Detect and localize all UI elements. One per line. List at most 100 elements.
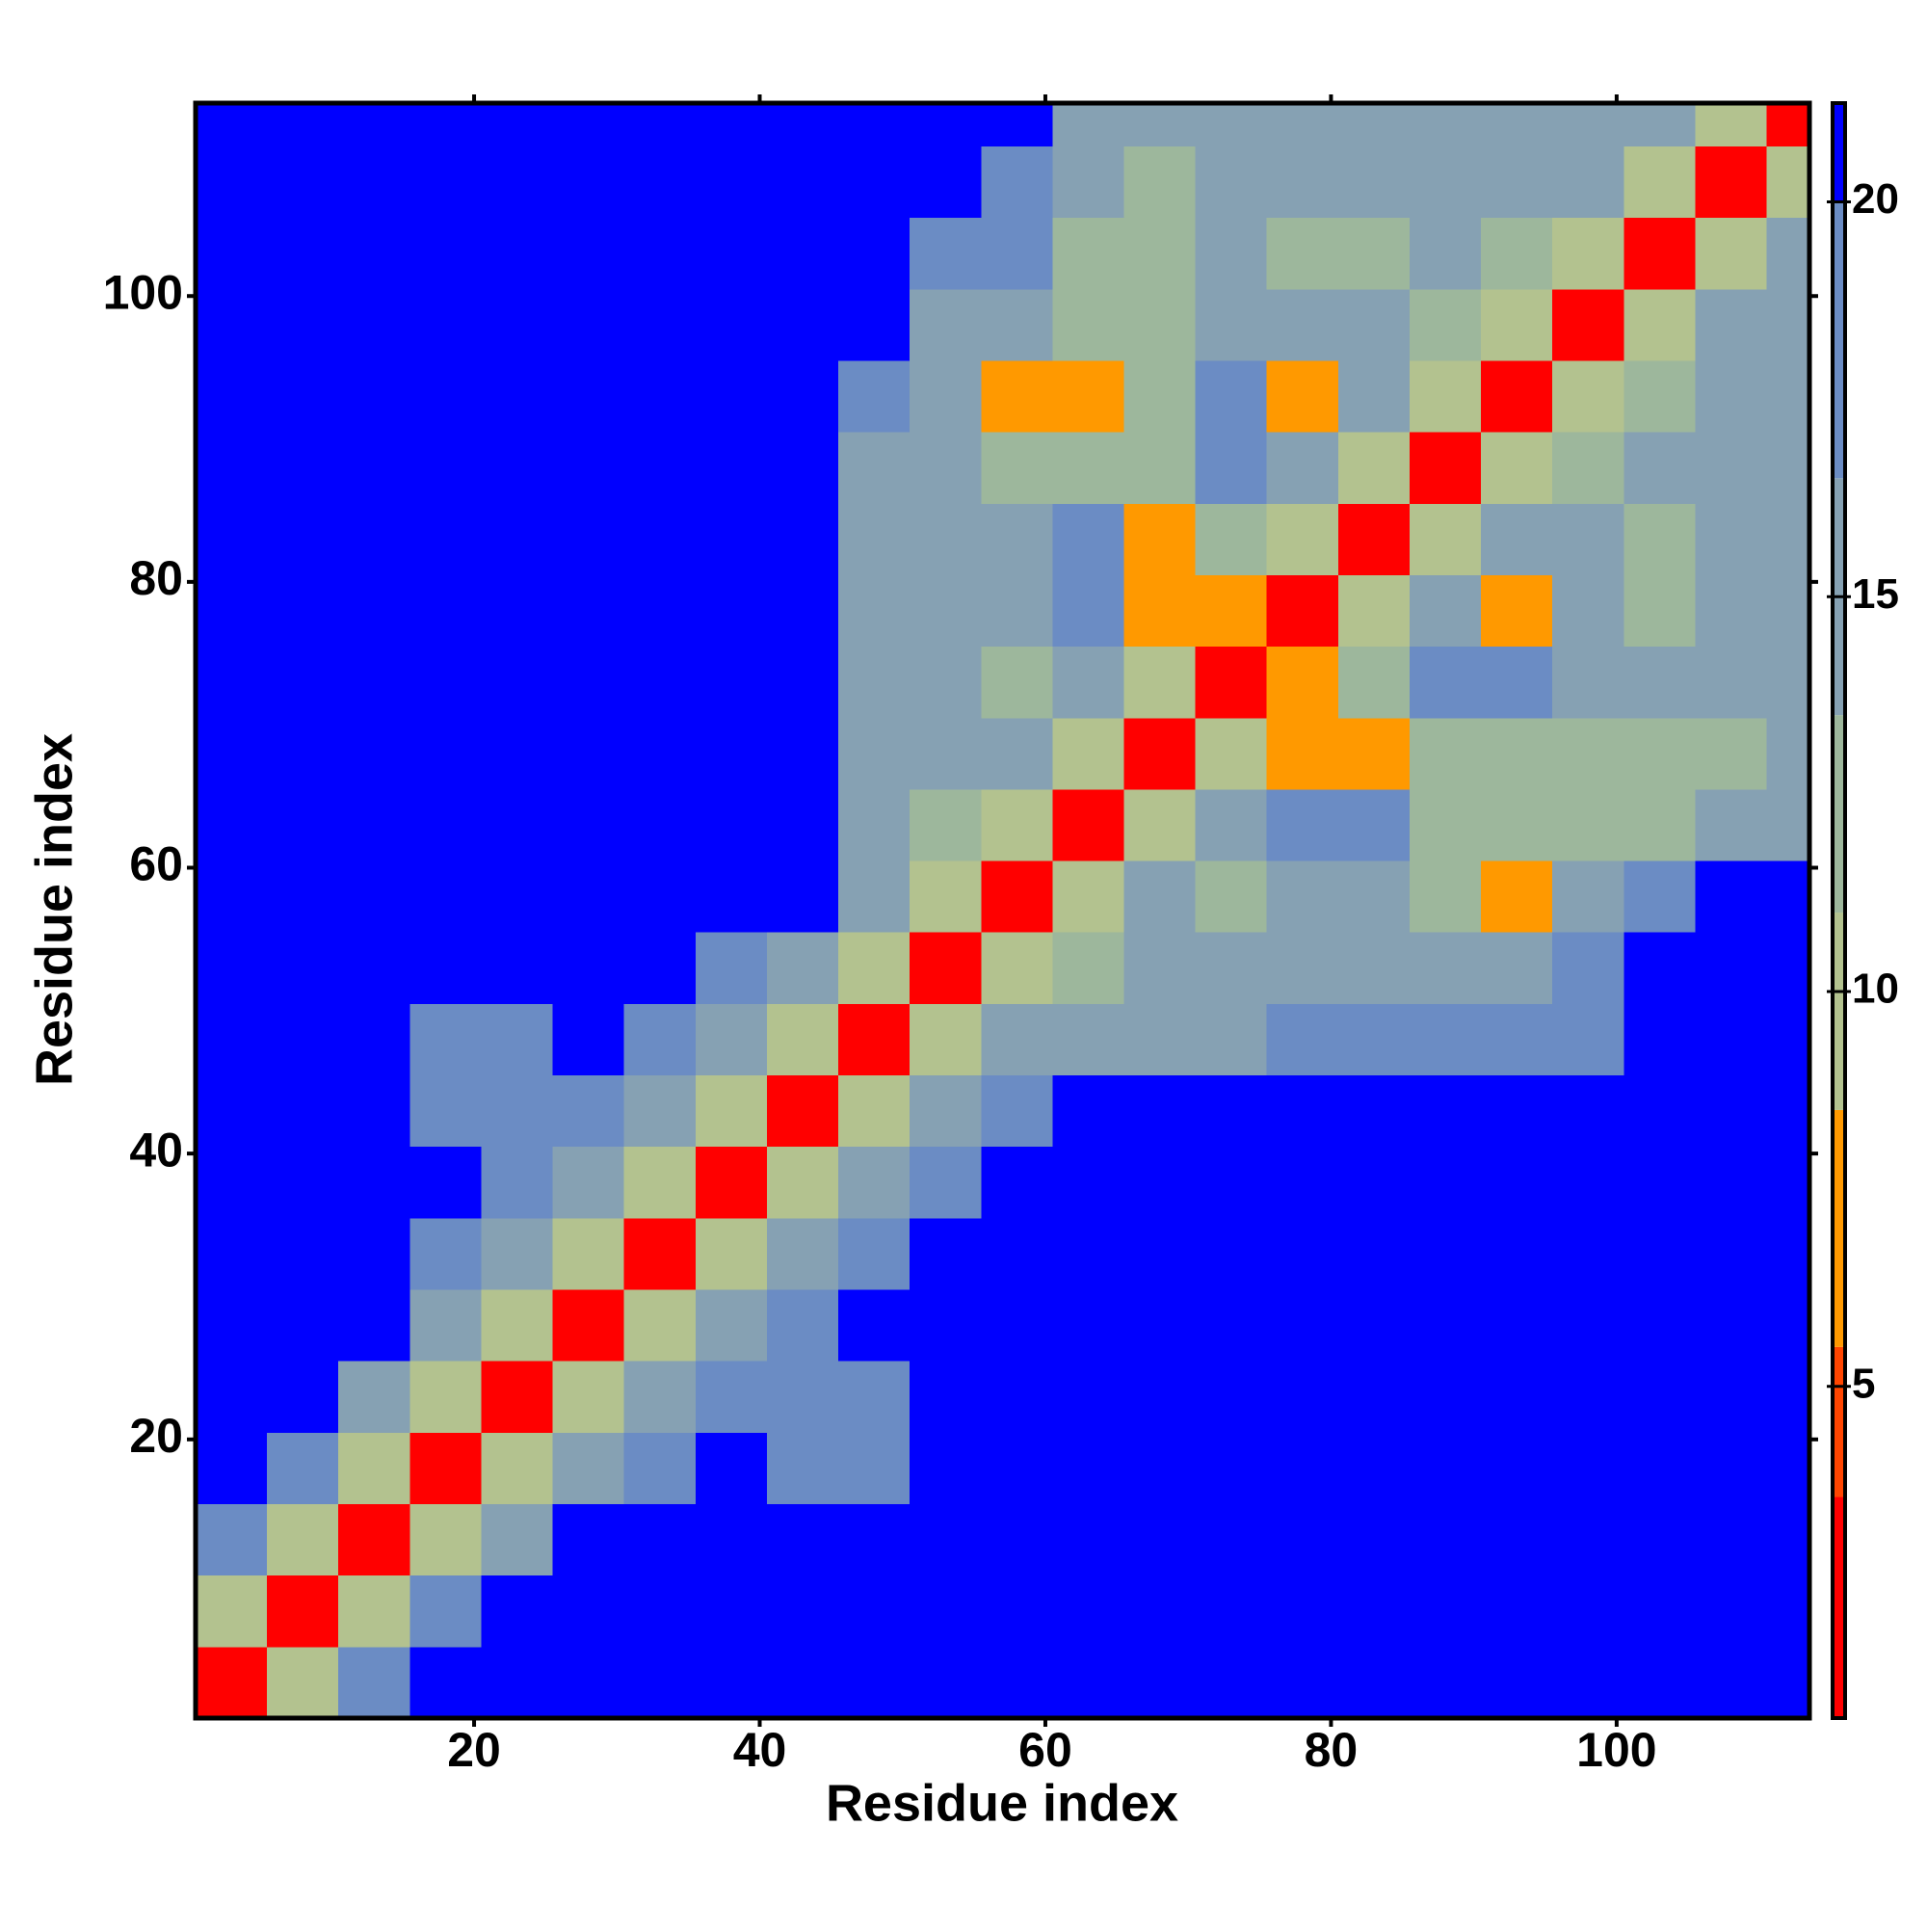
- heatmap-cell: [409, 1289, 482, 1362]
- heatmap-cell: [1123, 1146, 1197, 1219]
- heatmap-cell: [1766, 432, 1810, 504]
- heatmap-cell: [409, 646, 482, 719]
- heatmap-cell: [196, 503, 268, 575]
- heatmap-cell: [1623, 146, 1696, 219]
- heatmap-cell: [1481, 103, 1553, 146]
- heatmap-cell: [1552, 717, 1624, 790]
- heatmap-cell: [1266, 1432, 1339, 1505]
- heatmap-cell: [1623, 359, 1696, 433]
- heatmap-cell: [1623, 217, 1696, 290]
- heatmap-cell: [338, 1503, 410, 1576]
- heatmap-cell: [910, 1432, 982, 1505]
- heatmap-cell: [338, 1074, 410, 1148]
- y-axis-label: Residue index: [25, 733, 83, 1086]
- heatmap-cell: [1052, 432, 1124, 504]
- heatmap-cell: [1123, 432, 1197, 504]
- colorbar-segment: [1833, 103, 1845, 202]
- heatmap-cell: [1195, 860, 1268, 933]
- heatmap-cell: [1695, 1646, 1768, 1719]
- heatmap-cell: [196, 432, 268, 504]
- heatmap-cell: [267, 503, 339, 575]
- heatmap-cell: [623, 1074, 697, 1148]
- heatmap-cell: [552, 574, 625, 648]
- heatmap-cell: [1766, 1074, 1810, 1148]
- heatmap-cell: [766, 1503, 839, 1576]
- heatmap-cell: [1481, 788, 1553, 861]
- heatmap-cell: [338, 646, 410, 719]
- heatmap-cell: [552, 646, 625, 719]
- heatmap-cell: [1195, 288, 1268, 361]
- heatmap-cell: [623, 1432, 697, 1505]
- x-axis-label: Residue index: [826, 1774, 1178, 1832]
- heatmap-cell: [267, 359, 339, 433]
- heatmap-cell: [481, 432, 554, 504]
- heatmap-cell: [981, 146, 1053, 219]
- heatmap-cell: [1337, 1361, 1411, 1433]
- heatmap-cell: [910, 788, 982, 861]
- heatmap-cell: [1766, 646, 1810, 719]
- heatmap-cell: [910, 1575, 982, 1648]
- heatmap-cell: [1195, 646, 1268, 719]
- heatmap-cell: [1766, 1003, 1810, 1076]
- heatmap-cell: [910, 146, 982, 219]
- heatmap-cell: [1266, 1646, 1339, 1719]
- heatmap-cell: [338, 288, 410, 361]
- heatmap-cell: [981, 1217, 1053, 1290]
- heatmap-cell: [1337, 1146, 1411, 1219]
- heatmap-cell: [1552, 146, 1624, 219]
- heatmap-cell: [695, 1289, 768, 1362]
- heatmap-cell: [1766, 103, 1810, 146]
- heatmap-cell: [1409, 146, 1482, 219]
- heatmap-cell: [196, 1146, 268, 1219]
- heatmap-cell: [1552, 932, 1624, 1004]
- heatmap-cell: [623, 788, 697, 861]
- heatmap-cell: [1337, 717, 1411, 790]
- heatmap-cell: [1766, 146, 1810, 219]
- heatmap-cell: [552, 103, 625, 146]
- y-tick-label: 20: [129, 1409, 183, 1463]
- heatmap-cell: [623, 103, 697, 146]
- heatmap-cell: [1481, 432, 1553, 504]
- heatmap-cell: [623, 717, 697, 790]
- heatmap-cell: [338, 717, 410, 790]
- heatmap-cell: [1481, 1503, 1553, 1576]
- heatmap-cell: [1766, 288, 1810, 361]
- heatmap-cell: [695, 146, 768, 219]
- heatmap-cell: [838, 1289, 911, 1362]
- heatmap-cell: [1766, 860, 1810, 933]
- heatmap-cell: [1409, 1217, 1482, 1290]
- heatmap-cell: [338, 1146, 410, 1219]
- heatmap-cell: [481, 1503, 554, 1576]
- heatmap-cell: [1481, 288, 1553, 361]
- heatmap-cell: [1337, 217, 1411, 290]
- heatmap-cell: [766, 1217, 839, 1290]
- colorbar-segment: [1833, 201, 1845, 479]
- heatmap-cell: [1552, 103, 1624, 146]
- heatmap-cell: [766, 432, 839, 504]
- heatmap-cell: [1409, 1003, 1482, 1076]
- heatmap-cell: [1552, 359, 1624, 433]
- heatmap-cell: [838, 1146, 911, 1219]
- heatmap-cell: [267, 788, 339, 861]
- heatmap-cell: [409, 288, 482, 361]
- heatmap-cell: [695, 1432, 768, 1505]
- colorbar-segment: [1833, 715, 1845, 913]
- heatmap-cell: [1481, 860, 1553, 933]
- heatmap-cell: [1337, 932, 1411, 1004]
- heatmap-cell: [981, 288, 1053, 361]
- heatmap-cell: [623, 1361, 697, 1433]
- heatmap-cell: [1123, 574, 1197, 648]
- heatmap-cell: [1695, 1575, 1768, 1648]
- heatmap-cell: [981, 1646, 1053, 1719]
- heatmap-cell: [1123, 359, 1197, 433]
- heatmap-cell: [1337, 1074, 1411, 1148]
- heatmap-cell: [1766, 574, 1810, 648]
- heatmap-cell: [1195, 1503, 1268, 1576]
- heatmap-cell: [1195, 432, 1268, 504]
- heatmap-cell: [1481, 503, 1553, 575]
- heatmap-cell: [1623, 932, 1696, 1004]
- heatmap-cell: [409, 503, 482, 575]
- heatmap-cell: [1409, 860, 1482, 933]
- heatmap-cell: [196, 1575, 268, 1648]
- heatmap-cell: [1195, 1361, 1268, 1433]
